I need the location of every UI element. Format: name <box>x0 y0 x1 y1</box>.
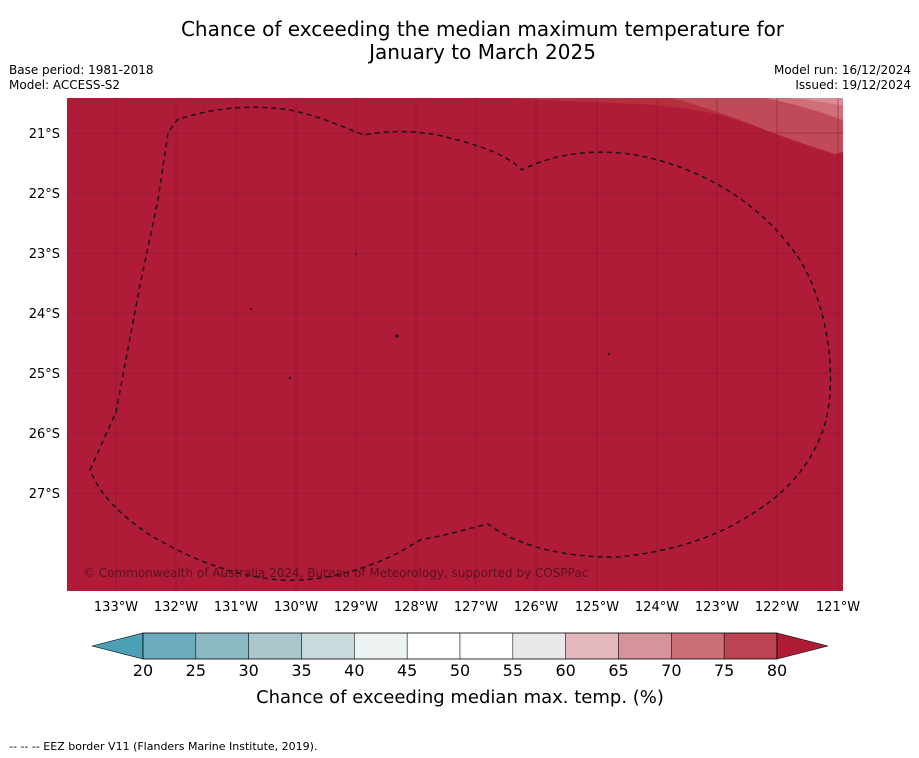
lat-tick: 26°S <box>29 427 60 442</box>
map-gridlines <box>67 98 843 591</box>
colorbar-segment <box>195 632 249 660</box>
model-run: Model run: 16/12/2024 <box>773 63 911 77</box>
colorbar-tick-label: 55 <box>503 661 523 680</box>
map-background <box>67 98 843 591</box>
colorbar-segment <box>723 632 778 660</box>
copyright-text: © Commonwealth of Australia 2024, Bureau… <box>83 566 588 580</box>
colorbar-tick-label: 80 <box>767 661 787 680</box>
lat-tick-labels: 21°S 22°S 23°S 24°S 25°S 26°S 27°S <box>29 127 60 502</box>
map-region-80 <box>765 98 843 120</box>
colorbar: 20 25 30 35 40 45 50 55 60 65 70 75 80 Chance of exc… <box>91 632 829 708</box>
colorbar-segment <box>459 632 514 660</box>
lon-tick: 133°W <box>94 600 138 615</box>
colorbar-tick-label: 25 <box>186 661 206 680</box>
colorbar-over-arrow <box>776 632 829 660</box>
model-name: Model: ACCESS-S2 <box>9 78 121 92</box>
colorbar-tick-label: 60 <box>555 661 575 680</box>
lon-tick: 130°W <box>274 600 318 615</box>
eez-legend: -- -- -- EEZ border V11 (Flanders Marine… <box>9 740 318 753</box>
lon-tick: 124°W <box>635 600 679 615</box>
lat-tick: 27°S <box>29 487 60 502</box>
lon-tick: 129°W <box>334 600 378 615</box>
lat-tick: 25°S <box>29 367 60 382</box>
colorbar-tick-label: 40 <box>344 661 364 680</box>
colorbar-segment <box>406 632 461 660</box>
lon-tick: 126°W <box>514 600 558 615</box>
colorbar-tick-label: 20 <box>133 661 153 680</box>
map-region-85 <box>790 98 843 106</box>
meta-right: Model run: 16/12/2024 Issued: 19/12/2024 <box>774 63 911 93</box>
lon-tick: 121°W <box>816 600 860 615</box>
base-period: Base period: 1981-2018 <box>9 63 154 77</box>
colorbar-segments <box>142 632 778 660</box>
map-title: Chance of exceeding the median maximum t… <box>0 18 919 64</box>
lat-tick: 22°S <box>29 187 60 202</box>
colorbar-segment <box>671 632 725 660</box>
lon-tick: 131°W <box>214 600 258 615</box>
colorbar-tick-label: 50 <box>450 661 470 680</box>
lat-tick: 21°S <box>29 127 60 142</box>
colorbar-tick-label: 30 <box>238 661 258 680</box>
lon-tick: 128°W <box>394 600 438 615</box>
lon-tick: 123°W <box>695 600 739 615</box>
colorbar-tick-labels: 20 25 30 35 40 45 50 55 60 65 70 75 80 <box>133 661 787 680</box>
lon-tick: 122°W <box>755 600 799 615</box>
colorbar-segment <box>618 632 672 660</box>
meta-left: Base period: 1981-2018 Model: ACCESS-S2 <box>9 63 154 93</box>
lon-tick: 127°W <box>454 600 498 615</box>
colorbar-segment <box>248 632 302 660</box>
lon-tick: 125°W <box>575 600 619 615</box>
lon-tick-labels: 133°W 132°W 131°W 130°W 129°W 128°W 127°… <box>94 600 860 615</box>
colorbar-segment <box>354 632 408 660</box>
colorbar-frame <box>142 632 778 660</box>
issued-date: Issued: 19/12/2024 <box>795 78 911 92</box>
lon-tick: 132°W <box>154 600 198 615</box>
title-line-1: Chance of exceeding the median maximum t… <box>180 17 785 41</box>
colorbar-label: Chance of exceeding median max. temp. (%… <box>256 687 664 708</box>
colorbar-segment <box>142 632 197 660</box>
colorbar-segment <box>512 632 566 660</box>
colorbar-tick-label: 75 <box>714 661 734 680</box>
map-region-75 <box>672 98 843 154</box>
lat-tick: 24°S <box>29 307 60 322</box>
lat-tick: 23°S <box>29 247 60 262</box>
colorbar-under-arrow <box>91 632 144 660</box>
colorbar-segment <box>301 632 355 660</box>
colorbar-tick-label: 35 <box>291 661 311 680</box>
islands <box>250 253 610 379</box>
title-line-2: January to March 2025 <box>369 40 596 64</box>
colorbar-tick-label: 70 <box>661 661 681 680</box>
colorbar-tick-label: 45 <box>397 661 417 680</box>
colorbar-tick-label: 65 <box>608 661 628 680</box>
eez-border <box>89 106 832 581</box>
colorbar-segment <box>565 632 619 660</box>
